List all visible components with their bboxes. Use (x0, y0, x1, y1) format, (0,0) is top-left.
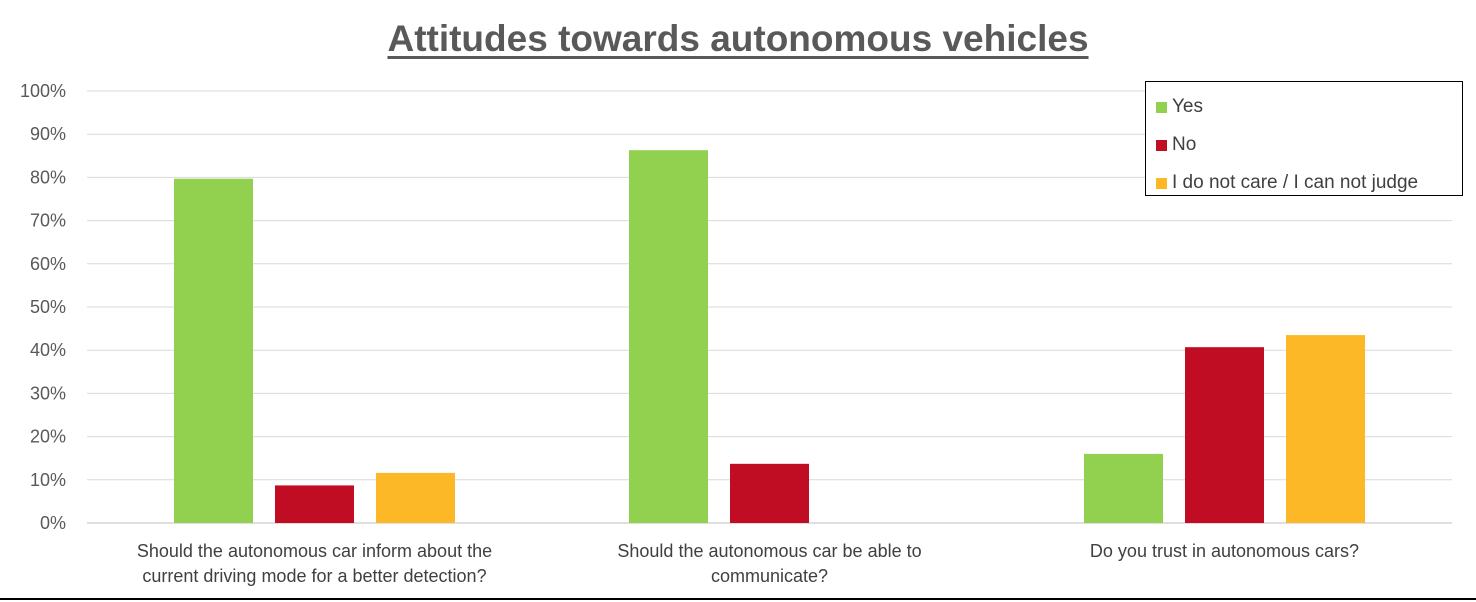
bar-i-do-not-care-i-can-not-judge-0 (376, 472, 455, 523)
y-tick-label: 10% (30, 470, 66, 490)
category-label: Do you trust in autonomous cars? (1090, 541, 1359, 561)
legend-label-yes: Yes (1172, 96, 1203, 117)
bar-yes-2 (1084, 453, 1163, 523)
legend-label-dont-care: I do not care / I can not judge (1172, 172, 1419, 193)
y-tick-label: 30% (30, 383, 66, 403)
bottom-border (0, 598, 1476, 600)
y-tick-label: 20% (30, 427, 66, 447)
y-axis-ticks: 0% 10% 20% 30% 40% 50% 60% 70% 80% 90% 100% (20, 81, 66, 533)
bar-no-0 (275, 485, 354, 523)
chart-title: Attitudes towards autonomous vehicles (387, 18, 1089, 59)
bar-yes-1 (629, 150, 708, 523)
legend-swatch-dont-care (1156, 177, 1167, 189)
legend-swatch-yes (1156, 101, 1167, 113)
y-tick-label: 0% (40, 513, 66, 533)
bar-no-1 (730, 463, 809, 523)
legend-item-dont-care: I do not care / I can not judge (1146, 164, 1462, 202)
y-tick-label: 60% (30, 254, 66, 274)
y-tick-label: 40% (30, 340, 66, 360)
legend-swatch-no (1156, 139, 1167, 151)
category-label: Should the autonomous car inform about t… (137, 541, 492, 586)
y-tick-label: 70% (30, 211, 66, 231)
y-tick-label: 50% (30, 297, 66, 317)
bar-yes-0 (174, 178, 253, 524)
bars (174, 150, 1365, 524)
y-tick-label: 90% (30, 124, 66, 144)
category-label: Should the autonomous car be able to comm… (617, 541, 921, 586)
legend-item-no: No (1146, 126, 1462, 164)
y-tick-label: 80% (30, 167, 66, 187)
legend-label-no: No (1172, 134, 1197, 155)
legend-item-yes: Yes (1146, 88, 1462, 126)
y-tick-label: 100% (20, 81, 66, 101)
x-axis-categories: Should the autonomous car inform about t… (137, 541, 1359, 586)
legend: Yes No I do not care / I can not judge (1145, 81, 1463, 196)
bar-i-do-not-care-i-can-not-judge-2 (1286, 335, 1365, 523)
bar-no-2 (1185, 347, 1264, 523)
